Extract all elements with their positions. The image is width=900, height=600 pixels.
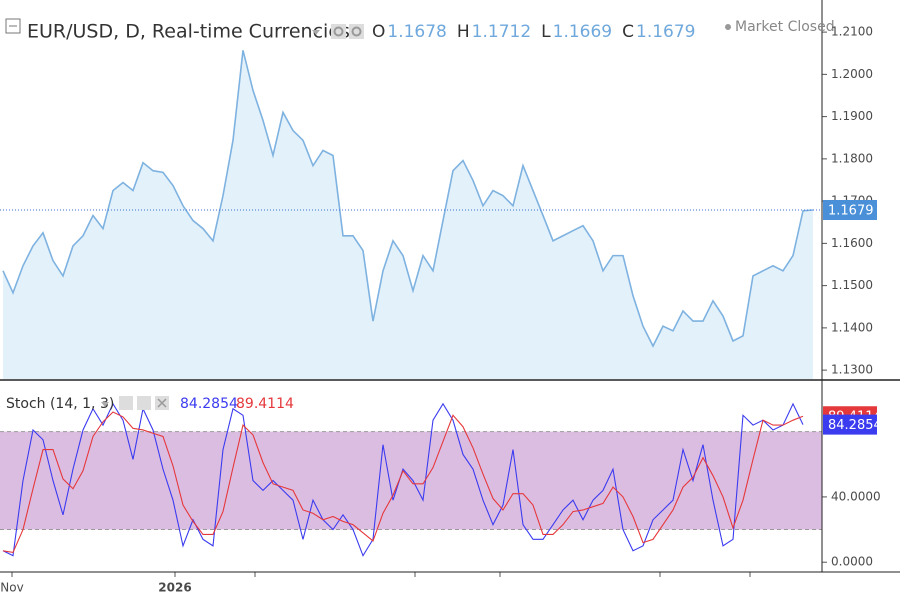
k-legend-value: 84.2854 bbox=[180, 396, 238, 412]
last-price-badge-bg bbox=[823, 199, 877, 220]
y-tick-label: 0.0000 bbox=[831, 555, 873, 569]
settings-icon-2 bbox=[351, 26, 362, 37]
plot-layer bbox=[0, 31, 827, 577]
ohlc-key: L bbox=[541, 22, 551, 42]
settings-button[interactable] bbox=[331, 24, 346, 39]
ohlc-key: H bbox=[457, 22, 470, 42]
symbol-title: EUR/USD, D, Real-time Currencies bbox=[27, 21, 350, 43]
indicator-settings[interactable] bbox=[119, 396, 133, 410]
y-tick-label: 1.1900 bbox=[831, 109, 873, 123]
y-tick-label: 1.1300 bbox=[831, 363, 873, 377]
indicator-title: Stoch (14, 1, 3) bbox=[6, 396, 114, 412]
last-price-badge: 1.1679 bbox=[828, 203, 874, 218]
last-value-badge: 84.2854 bbox=[828, 418, 882, 433]
x-tick-label: Nov bbox=[0, 581, 23, 595]
y-tick-label: 1.2000 bbox=[831, 67, 873, 81]
settings-button-2[interactable] bbox=[349, 24, 364, 39]
y-tick-label: 40.0000 bbox=[831, 489, 881, 503]
indicator-line bbox=[2, 411, 804, 554]
ohlc-value: 1.1679 bbox=[636, 22, 695, 42]
y-tick-label: 1.2100 bbox=[831, 25, 873, 39]
remove-icon bbox=[157, 398, 167, 408]
status-dot bbox=[725, 24, 731, 30]
settings-icon bbox=[333, 26, 344, 37]
y-tick-label: 1.1400 bbox=[831, 320, 873, 334]
price-line bbox=[2, 50, 814, 348]
ohlc-value: 1.1669 bbox=[553, 22, 612, 42]
ohlc-key: O bbox=[372, 22, 385, 42]
indicator-dropdown[interactable] bbox=[101, 402, 109, 407]
y-tick-label: 1.1800 bbox=[831, 151, 873, 165]
d-legend-value: 89.4114 bbox=[236, 396, 294, 412]
market-status: Market Closed bbox=[735, 19, 835, 35]
y-tick-label: 1.1600 bbox=[831, 236, 873, 250]
x-tick-label: 2026 bbox=[158, 581, 191, 595]
indicator-settings-2[interactable] bbox=[137, 396, 151, 410]
ohlc-value: 1.1712 bbox=[472, 22, 531, 42]
ohlc-key: C bbox=[622, 22, 634, 42]
indicator-line bbox=[2, 402, 804, 557]
y-tick-label: 1.1500 bbox=[831, 278, 873, 292]
ohlc-value: 1.1678 bbox=[387, 22, 446, 42]
ohlc-legend: O 1.1678 H 1.1712 L 1.1669 C 1.1679 bbox=[372, 22, 695, 42]
dropdown-arrow[interactable] bbox=[312, 30, 320, 35]
last-value-badge-bg bbox=[823, 414, 877, 435]
area-fill bbox=[3, 50, 813, 379]
